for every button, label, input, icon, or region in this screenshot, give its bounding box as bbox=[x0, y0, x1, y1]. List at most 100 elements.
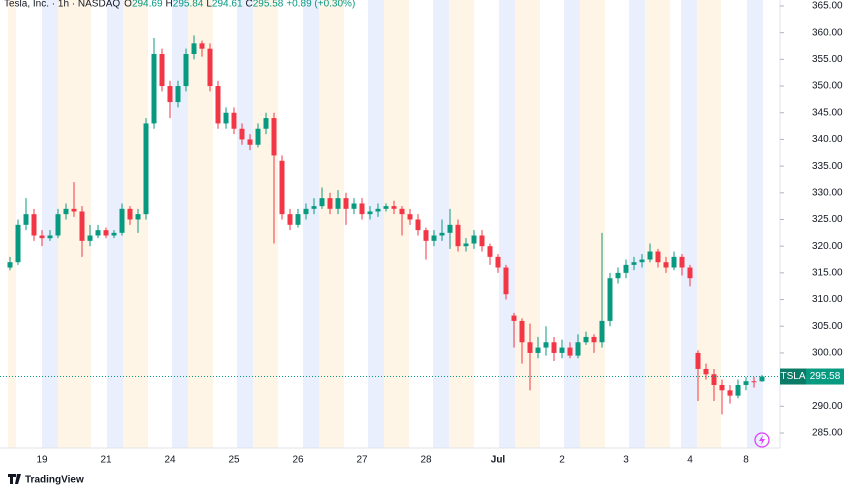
candle-body bbox=[759, 376, 765, 382]
x-tick-label: 24 bbox=[164, 455, 176, 466]
after-hours-band bbox=[8, 0, 16, 448]
x-tick-label: 21 bbox=[100, 455, 112, 466]
candle-body bbox=[343, 198, 349, 209]
candle-body bbox=[431, 235, 437, 241]
after-hours-band bbox=[319, 0, 344, 448]
pre-market-band bbox=[172, 0, 188, 448]
candle-body bbox=[95, 230, 101, 236]
candle-body bbox=[535, 347, 541, 353]
candle-body bbox=[439, 232, 445, 236]
x-tick-label: 2 bbox=[559, 455, 565, 466]
x-tick-label: 25 bbox=[228, 455, 240, 466]
pre-market-band bbox=[564, 0, 580, 448]
y-tick-label: 285.00 bbox=[812, 428, 843, 439]
y-tick-label: 335.00 bbox=[812, 161, 843, 172]
candle-body bbox=[23, 214, 29, 225]
candle-body bbox=[671, 256, 677, 268]
candle-body bbox=[511, 315, 517, 321]
candle-body bbox=[639, 259, 645, 263]
candle-body bbox=[615, 272, 621, 279]
x-tick-label: 19 bbox=[36, 455, 48, 466]
pre-market-band bbox=[42, 0, 58, 448]
y-tick-label: 345.00 bbox=[812, 107, 843, 118]
candle-body bbox=[303, 208, 309, 215]
candle-body bbox=[319, 198, 325, 207]
candle-body bbox=[199, 43, 205, 49]
candle-body bbox=[623, 264, 629, 273]
candle-body bbox=[527, 342, 533, 353]
x-tick-label: Jul bbox=[491, 455, 506, 466]
ohlc-key: H bbox=[166, 0, 173, 10]
candle-body bbox=[215, 86, 221, 124]
candle-body bbox=[367, 211, 373, 215]
candle-body bbox=[719, 384, 725, 391]
pre-market-band bbox=[681, 0, 697, 448]
candle-body bbox=[407, 214, 413, 220]
candle-body bbox=[71, 208, 77, 212]
candle-body bbox=[231, 112, 237, 129]
candle-body bbox=[503, 267, 509, 295]
pre-market-band bbox=[499, 0, 515, 448]
x-tick-label: 28 bbox=[420, 455, 432, 466]
candle-body bbox=[631, 262, 637, 265]
x-tick-label: 3 bbox=[623, 455, 629, 466]
candle-body bbox=[487, 246, 493, 257]
pre-market-band bbox=[629, 0, 645, 448]
change-value: +0.89 (+0.30%) bbox=[286, 0, 355, 10]
x-tick-label: 4 bbox=[687, 455, 693, 466]
candle-body bbox=[175, 86, 181, 103]
chart-title: Tesla, Inc. · 1h · NASDAQ bbox=[4, 0, 120, 10]
session-bands bbox=[8, 0, 763, 448]
candle-body bbox=[391, 206, 397, 209]
candle-body bbox=[727, 390, 733, 396]
candle-body bbox=[647, 251, 653, 260]
candle-body bbox=[471, 235, 477, 244]
y-tick-label: 305.00 bbox=[812, 321, 843, 332]
candle-body bbox=[583, 336, 589, 343]
after-hours-band bbox=[515, 0, 540, 448]
ohlc-key: L bbox=[206, 0, 212, 10]
candle-body bbox=[591, 336, 597, 343]
candle-body bbox=[151, 54, 157, 124]
candle-body bbox=[31, 214, 37, 236]
candle-body bbox=[239, 128, 245, 140]
y-tick-label: 325.00 bbox=[812, 214, 843, 225]
candle-body bbox=[263, 118, 269, 129]
symbol-label: TSLA bbox=[780, 371, 805, 382]
candle-body bbox=[111, 232, 117, 236]
candle-body bbox=[463, 243, 469, 247]
candle-body bbox=[79, 211, 85, 241]
candle-body bbox=[399, 208, 405, 215]
candle-body bbox=[743, 381, 749, 385]
candle-body bbox=[63, 208, 69, 215]
candle-body bbox=[455, 224, 461, 247]
candle-body bbox=[135, 214, 141, 220]
candle-body bbox=[327, 198, 333, 209]
candle-body bbox=[7, 262, 13, 268]
candle-body bbox=[359, 203, 365, 215]
candle-body bbox=[679, 256, 685, 268]
y-tick-label: 290.00 bbox=[812, 401, 843, 412]
after-hours-band bbox=[384, 0, 409, 448]
candle-body bbox=[375, 208, 381, 212]
after-hours-band bbox=[58, 0, 91, 448]
ohlc-key: O bbox=[124, 0, 132, 10]
after-hours-band bbox=[123, 0, 148, 448]
after-hours-band bbox=[645, 0, 670, 448]
last-price-label: 295.58 bbox=[810, 371, 841, 382]
candle-body bbox=[695, 352, 701, 369]
candle-body bbox=[383, 206, 389, 209]
ohlc-value: 294.61 bbox=[212, 0, 243, 10]
candle-body bbox=[519, 320, 525, 343]
candle-body bbox=[191, 43, 197, 55]
candle-body bbox=[295, 214, 301, 225]
candle-body bbox=[159, 54, 165, 87]
candle-body bbox=[567, 347, 573, 356]
candle-body bbox=[279, 160, 285, 215]
symbol-tag bbox=[780, 368, 806, 385]
pre-market-band bbox=[433, 0, 449, 448]
candle-body bbox=[415, 219, 421, 231]
candle-body bbox=[87, 235, 93, 241]
candle-body bbox=[687, 267, 693, 279]
candle-body bbox=[103, 230, 109, 236]
